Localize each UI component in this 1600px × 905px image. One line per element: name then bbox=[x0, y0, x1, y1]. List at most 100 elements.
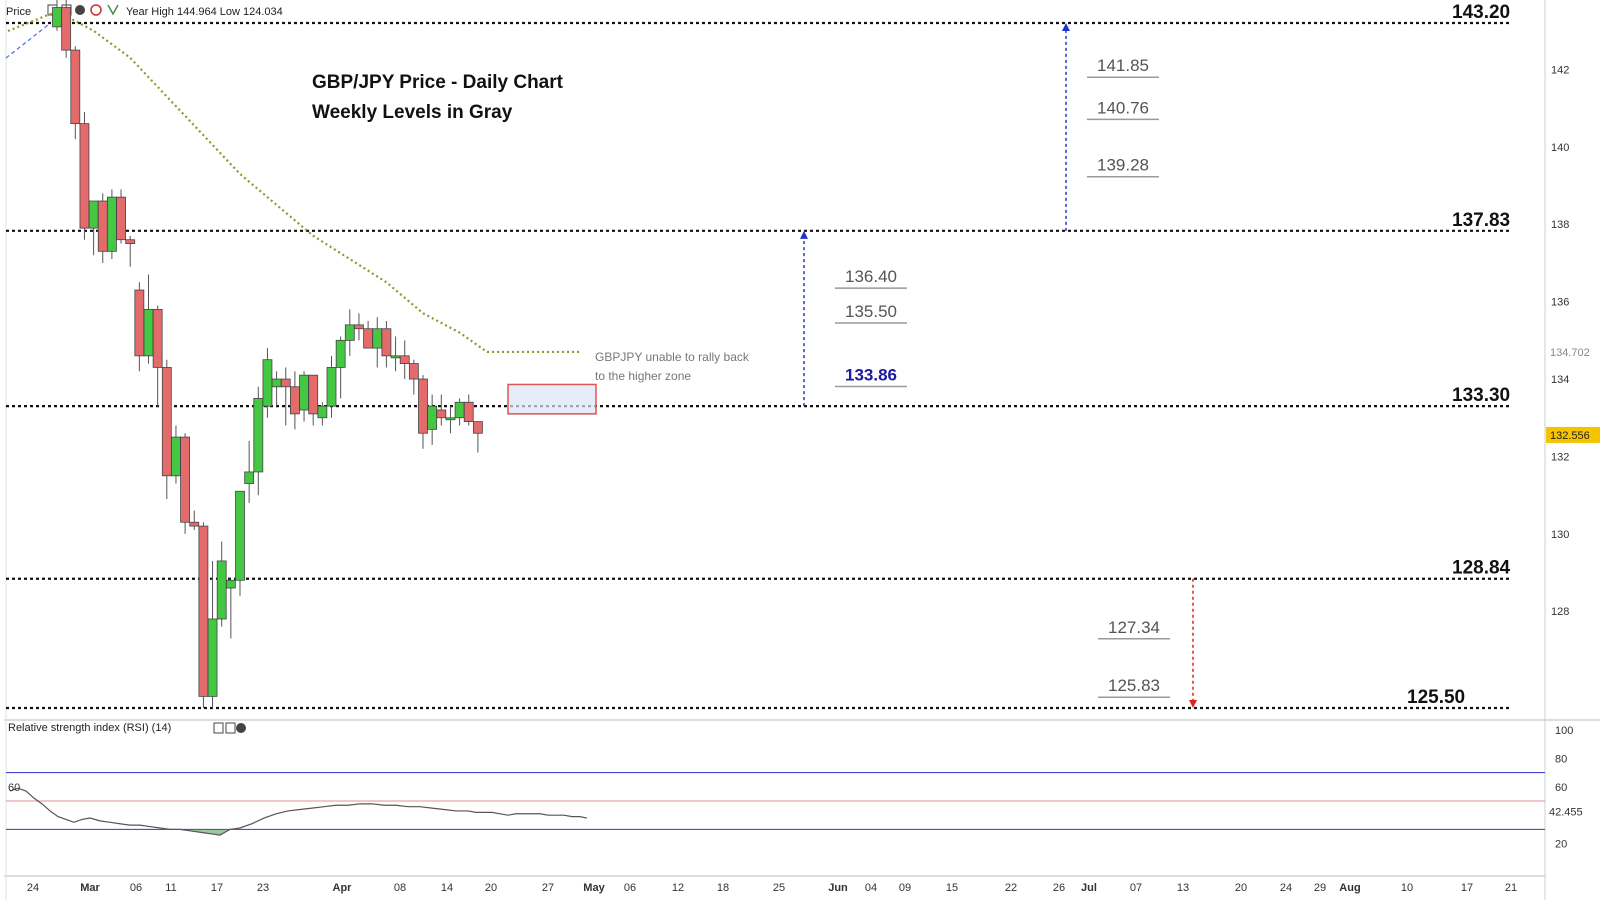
candle-body bbox=[299, 374, 309, 411]
price-tick-label: 134 bbox=[1551, 374, 1569, 386]
candle bbox=[125, 235, 136, 267]
time-tick-label: 07 bbox=[1130, 882, 1142, 894]
price-pane bbox=[4, 4, 1548, 720]
candle bbox=[317, 402, 328, 426]
settings-icon[interactable] bbox=[75, 5, 85, 15]
rsi-window-icon[interactable] bbox=[225, 722, 236, 734]
candle bbox=[207, 560, 218, 708]
rsi-tick-label: 80 bbox=[1555, 753, 1567, 765]
price-tick-label: 140 bbox=[1551, 142, 1569, 154]
candle-body bbox=[225, 579, 236, 589]
candle-body bbox=[427, 405, 438, 430]
minor-level-label: 135.50 bbox=[845, 302, 897, 321]
candle-body bbox=[171, 436, 181, 477]
rsi-left-label: 60 bbox=[8, 782, 20, 794]
major-level-label: 143.20 bbox=[1452, 2, 1510, 23]
level-lines: 141.85 140.76 139.28 136.40 135.50 133.86 127.… bbox=[6, 2, 1512, 710]
time-tick-label: Apr bbox=[333, 882, 353, 894]
candle bbox=[253, 386, 264, 496]
major-level-label: 125.50 bbox=[1407, 687, 1465, 708]
candle-body bbox=[472, 421, 483, 434]
minor-level-label: 136.40 bbox=[845, 267, 897, 286]
candle bbox=[354, 313, 364, 341]
candle bbox=[381, 320, 392, 368]
candle bbox=[216, 541, 227, 627]
major-level-label: 137.83 bbox=[1452, 210, 1510, 231]
rsi-square-icon[interactable] bbox=[213, 722, 224, 734]
candle bbox=[152, 305, 163, 407]
price-tags: 134.702 132.556 bbox=[1546, 347, 1600, 443]
minor-level-label: 139.28 bbox=[1097, 156, 1149, 175]
chart-subtitle: Weekly Levels in Gray bbox=[312, 102, 513, 123]
major-level-label: 133.30 bbox=[1452, 385, 1510, 406]
rsi-tick-label: 60 bbox=[1555, 782, 1567, 794]
time-tick-label: 17 bbox=[1461, 882, 1473, 894]
candle-body bbox=[52, 7, 62, 28]
rsi-tick-label: 20 bbox=[1555, 839, 1567, 851]
time-tick-label: May bbox=[583, 882, 605, 894]
time-axis: 24 Mar 06 11 17 23 Apr 08 14 20 27 May 06 12 18 25 Jun 04… bbox=[27, 882, 1517, 894]
annotation-line-1: GBPJPY unable to rally back bbox=[595, 350, 750, 364]
price-header-label: Price bbox=[6, 6, 31, 18]
candle bbox=[463, 394, 474, 426]
price-tick-label: 130 bbox=[1551, 529, 1569, 541]
candle bbox=[308, 374, 319, 426]
candle bbox=[79, 112, 90, 240]
price-tag-label: 134.702 bbox=[1550, 347, 1590, 359]
candle bbox=[472, 421, 483, 453]
candle-body bbox=[97, 200, 108, 252]
price-tick-label: 142 bbox=[1551, 64, 1569, 76]
price-tag-label: 132.556 bbox=[1550, 430, 1590, 442]
price-tick-label: 128 bbox=[1551, 606, 1569, 618]
candle-body bbox=[107, 196, 117, 252]
minor-level-label: 127.34 bbox=[1108, 618, 1160, 637]
candle bbox=[107, 189, 117, 260]
candle bbox=[399, 340, 410, 380]
blue-trend-line bbox=[5, 24, 49, 59]
minor-level-label: 125.83 bbox=[1108, 676, 1160, 695]
time-tick-label: 20 bbox=[1235, 882, 1247, 894]
candle-body bbox=[152, 308, 163, 368]
red-arrow-head bbox=[1189, 700, 1197, 708]
time-tick-label: 24 bbox=[27, 882, 39, 894]
candles bbox=[52, 0, 483, 708]
candle-body bbox=[143, 308, 154, 357]
time-tick-label: Jun bbox=[828, 882, 848, 894]
time-tick-label: 17 bbox=[211, 882, 223, 894]
candle-body bbox=[399, 355, 410, 364]
rsi-settings-icon[interactable] bbox=[236, 723, 246, 733]
minor-level-label: 140.76 bbox=[1097, 98, 1149, 117]
time-tick-label: 08 bbox=[394, 882, 406, 894]
time-tick-label: 24 bbox=[1280, 882, 1292, 894]
rsi-header-label: Relative strength index (RSI) (14) bbox=[8, 722, 171, 734]
time-tick-label: 22 bbox=[1005, 882, 1017, 894]
time-tick-label: 12 bbox=[672, 882, 684, 894]
candle-body bbox=[161, 367, 172, 477]
candle-body bbox=[207, 618, 218, 697]
candle-body bbox=[289, 386, 300, 415]
candle-body bbox=[70, 49, 81, 125]
time-tick-label: Aug bbox=[1339, 882, 1360, 894]
candle-body bbox=[134, 289, 145, 357]
overlays bbox=[5, 23, 1197, 708]
candle bbox=[225, 579, 236, 639]
candle bbox=[280, 367, 291, 426]
candle bbox=[198, 522, 209, 708]
candle-body bbox=[180, 436, 191, 523]
candle-body bbox=[354, 324, 364, 330]
candle-body bbox=[344, 324, 355, 341]
candle-body bbox=[390, 355, 401, 359]
arrow-icon[interactable] bbox=[107, 4, 119, 16]
price-tick-label: 138 bbox=[1551, 219, 1569, 231]
price-tick-label: 132 bbox=[1551, 451, 1569, 463]
candle-body bbox=[463, 401, 474, 423]
add-icon[interactable] bbox=[90, 4, 102, 16]
time-tick-label: 27 bbox=[542, 882, 554, 894]
time-tick-label: 10 bbox=[1401, 882, 1413, 894]
candle bbox=[235, 490, 245, 596]
time-tick-label: 09 bbox=[899, 882, 911, 894]
major-level-label: 128.84 bbox=[1452, 558, 1511, 579]
candle-body bbox=[326, 367, 337, 407]
candle-body bbox=[445, 417, 456, 421]
